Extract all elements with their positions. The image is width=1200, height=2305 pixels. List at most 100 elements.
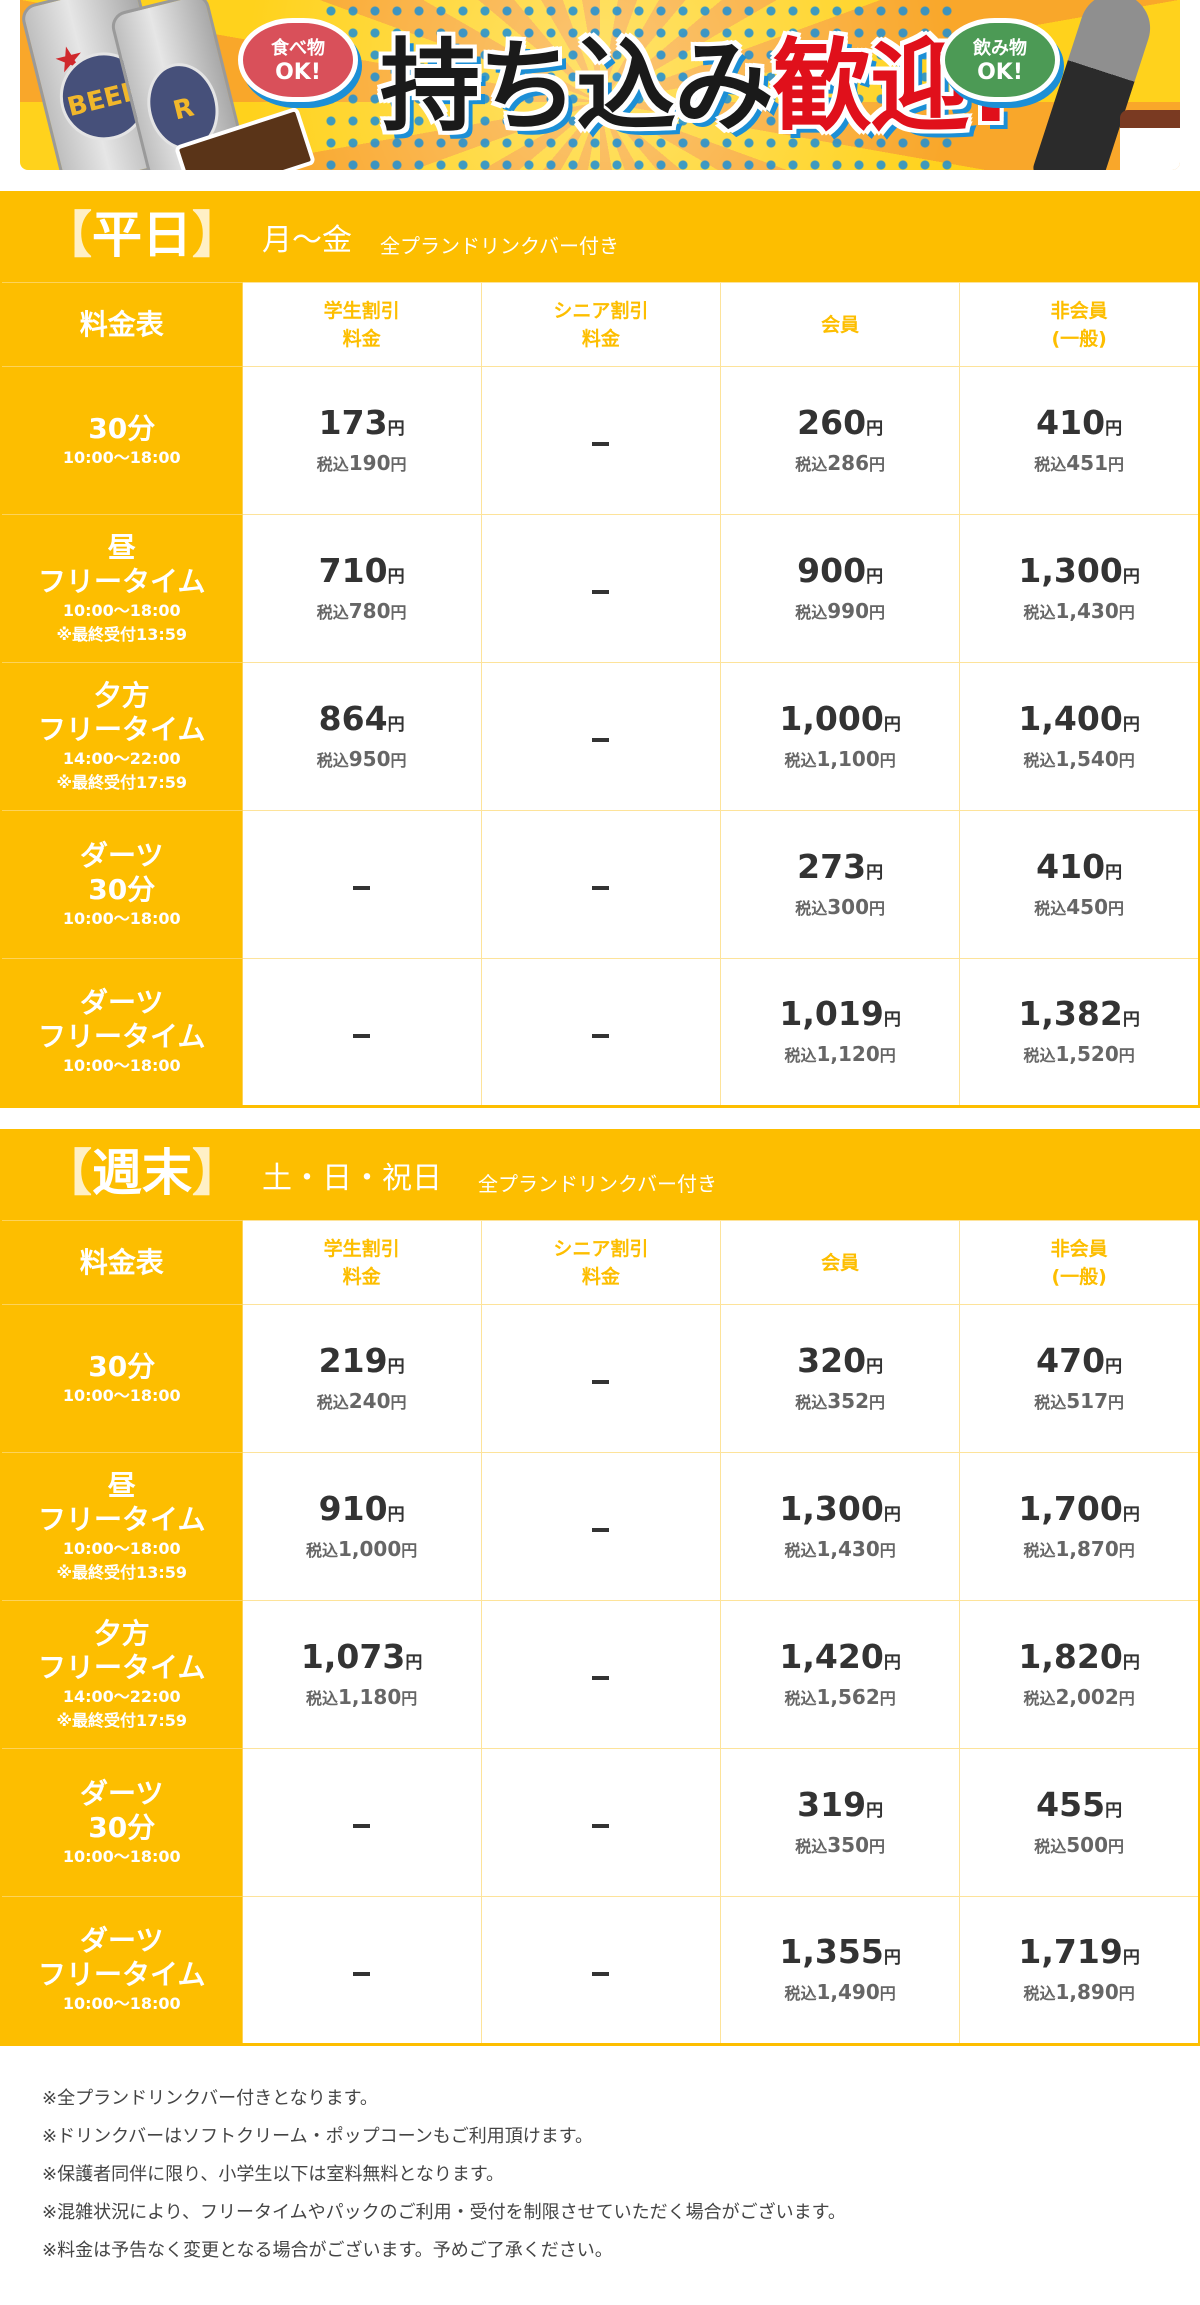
- price-incl-tax: 税込1,490円: [784, 1980, 896, 2004]
- tax-prefix: 税込: [1023, 1984, 1056, 2003]
- price-excl-tax: 319円: [797, 1784, 884, 1824]
- plan-hours: 10:00〜18:00: [62, 447, 181, 467]
- non-member-price: 1,719円 税込1,890円: [959, 1896, 1200, 2045]
- yen-unit: 円: [1122, 566, 1140, 587]
- price-incl-tax: 税込1,180円: [305, 1684, 418, 1709]
- weekday-pricing-section: 【平日】 月〜金 全プランドリンクバー付き 料金表 学生割引 料金 シニア割引 料金 会員…: [0, 191, 1200, 1108]
- plan-label: 30分 10:00〜18:00: [0, 366, 243, 515]
- unavailable-dash: [592, 886, 610, 890]
- yen-unit: 円: [387, 1356, 405, 1377]
- header-text: (一般): [1051, 327, 1107, 350]
- yen-unit: 円: [387, 1504, 405, 1525]
- member-price: 320円 税込352円: [719, 1304, 961, 1453]
- yen-unit: 円: [869, 898, 886, 918]
- plan-last-entry: ※最終受付13:59: [56, 1562, 188, 1582]
- yen-unit: 円: [1105, 1800, 1123, 1821]
- student-price: [241, 1896, 482, 2045]
- plan-hours: 10:00〜18:00: [62, 600, 181, 620]
- yen-unit: 円: [1108, 454, 1125, 474]
- header-text: 料金: [342, 1265, 381, 1288]
- header-text: 非会員: [1050, 1237, 1108, 1260]
- yen-unit: 円: [866, 1800, 884, 1821]
- plan-hours: 10:00〜18:00: [62, 1846, 181, 1866]
- yen-unit: 円: [1118, 1540, 1135, 1560]
- plan-name: ダーツ: [80, 838, 164, 872]
- price-excl-tax: 864円: [318, 698, 405, 738]
- weekend-pricing-section: 【週末】 土・日・祝日 全プランドリンクバー付き 料金表 学生割引 料金 シニア割引料…: [0, 1129, 1200, 2046]
- plan-label: 昼フリータイム 10:00〜18:00 ※最終受付13:59: [0, 514, 243, 663]
- headline-black-text: 持ち込み: [380, 28, 774, 145]
- food-ok-bubble: 食べ物 OK!: [238, 18, 358, 102]
- student-price: [241, 1748, 482, 1897]
- header-text: 会員: [821, 313, 860, 336]
- yen-unit: 円: [883, 1652, 901, 1673]
- plan-name: 30分: [88, 1810, 156, 1844]
- non-member-price: 470円 税込517円: [959, 1304, 1200, 1453]
- student-price: [241, 810, 482, 959]
- member-price: 1,019円 税込1,120円: [719, 958, 961, 1107]
- plan-label: ダーツ 30分 10:00〜18:00: [0, 1748, 243, 1897]
- weekend-title: 【週末】: [42, 1141, 242, 1205]
- yen-unit: 円: [869, 602, 886, 622]
- tax-prefix: 税込: [795, 1392, 828, 1412]
- yen-unit: 円: [866, 862, 884, 883]
- weekday-days: 月〜金: [262, 223, 352, 258]
- plan-name: 30分: [88, 411, 156, 445]
- header-text: シニア割引: [553, 1237, 649, 1260]
- price-incl-tax: 税込300円: [795, 894, 886, 919]
- price-incl-tax: 税込350円: [795, 1832, 886, 1857]
- weekend-title-bar: 【週末】 土・日・祝日 全プランドリンクバー付き: [0, 1129, 1200, 1220]
- tax-prefix: 税込: [316, 602, 349, 622]
- yen-unit: 円: [387, 418, 405, 439]
- unavailable-dash: [592, 1971, 610, 1976]
- price-excl-tax: 1,019円: [779, 994, 901, 1033]
- price-excl-tax: 320円: [797, 1340, 884, 1380]
- yen-unit: 円: [866, 1356, 884, 1377]
- senior-price: [480, 958, 722, 1107]
- unavailable-dash: [592, 1380, 610, 1384]
- yen-unit: 円: [401, 1688, 418, 1708]
- senior-price: [480, 1452, 722, 1601]
- unavailable-dash: [592, 442, 610, 446]
- tax-prefix: 税込: [1034, 1836, 1067, 1856]
- plan-name: 30分: [88, 872, 156, 906]
- yen-unit: 円: [883, 1010, 901, 1030]
- price-incl-tax: 税込2,002円: [1023, 1684, 1135, 1709]
- non-member-price: 1,300円 税込1,430円: [959, 514, 1200, 663]
- price-excl-tax: 1,700円: [1018, 1488, 1140, 1528]
- table-row: 昼フリータイム 10:00〜18:00 ※最終受付13:59 710円 税込780円 90…: [0, 514, 1200, 663]
- header-student-discount: 学生割引 料金: [241, 1220, 482, 1305]
- student-price: 173円 税込190円: [241, 366, 482, 515]
- senior-price: [480, 1304, 722, 1453]
- header-text: 学生割引: [323, 1237, 400, 1260]
- header-rate-table: 料金表: [0, 1220, 243, 1305]
- plan-last-entry: ※最終受付17:59: [56, 1710, 188, 1730]
- yen-unit: 円: [866, 418, 884, 439]
- header-text: 学生割引: [323, 299, 400, 322]
- yen-unit: 円: [401, 1540, 418, 1560]
- tax-prefix: 税込: [795, 602, 828, 622]
- tax-prefix: 税込: [784, 1540, 817, 1560]
- plan-label: 30分 10:00〜18:00: [0, 1304, 243, 1453]
- header-text: 料金: [342, 327, 381, 350]
- tax-prefix: 税込: [1023, 1046, 1056, 1065]
- note-item: ※料金は予告なく変更となる場合がございます。予めご了承ください。: [42, 2240, 613, 2261]
- price-excl-tax: 219円: [318, 1340, 405, 1380]
- plan-name: 昼: [107, 1468, 136, 1502]
- table-row: 30分 10:00〜18:00 173円 税込190円 260円 税込286円 410円 税込…: [0, 366, 1200, 515]
- header-text: 料金表: [79, 307, 164, 341]
- member-price: 1,355円 税込1,490円: [719, 1896, 961, 2045]
- weekend-price-table: 料金表 学生割引 料金 シニア割引 料金 会員 非会員 (一般) 30分 10:00〜18:00…: [0, 1220, 1200, 2046]
- price-excl-tax: 410円: [1036, 846, 1123, 886]
- plan-name: フリータイム: [38, 1020, 206, 1053]
- plan-name: フリータイム: [38, 564, 206, 598]
- yen-unit: 円: [883, 714, 901, 735]
- student-price: 1,073円 税込1,180円: [241, 1600, 482, 1749]
- price-incl-tax: 税込500円: [1034, 1832, 1125, 1857]
- senior-price: [480, 514, 722, 663]
- senior-price: [480, 662, 722, 811]
- member-price: 260円 税込286円: [719, 366, 961, 515]
- weekday-price-table: 料金表 学生割引 料金 シニア割引 料金 会員 非会員 (一般) 30分 10:00〜18:00…: [0, 282, 1200, 1108]
- member-price: 1,300円 税込1,430円: [719, 1452, 961, 1601]
- plan-label: 夕方 フリータイム 14:00〜22:00 ※最終受付17:59: [0, 662, 243, 811]
